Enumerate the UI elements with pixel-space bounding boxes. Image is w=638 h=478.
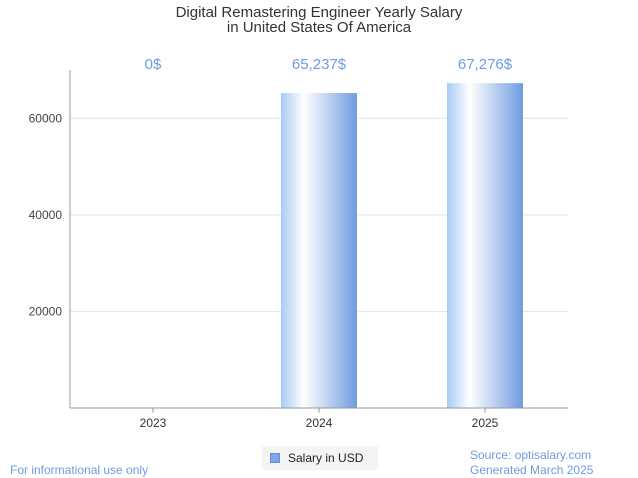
x-tick-label: 2025 — [472, 416, 499, 430]
bar-value-label: 65,237$ — [292, 56, 347, 73]
x-tick-label: 2023 — [140, 416, 167, 430]
bar — [281, 92, 357, 409]
footer-disclaimer: For informational use only — [10, 463, 149, 477]
footer-generated: Generated March 2025 — [470, 463, 594, 477]
bar-value-label: 0$ — [145, 56, 162, 73]
bar — [447, 83, 523, 409]
legend[interactable]: Salary in USD — [262, 446, 378, 470]
legend-label: Salary in USD — [288, 451, 364, 465]
bar-value-label: 67,276$ — [458, 56, 513, 73]
legend-swatch — [270, 453, 280, 463]
chart-title-line-2: in United States Of America — [226, 19, 412, 36]
footer-source: Source: optisalary.com — [470, 448, 592, 462]
chart-title-line-1: Digital Remastering Engineer Yearly Sala… — [175, 4, 463, 21]
y-tick-label: 20000 — [29, 304, 63, 318]
x-tick-label: 2024 — [306, 416, 333, 430]
y-tick-label: 60000 — [29, 111, 63, 125]
footer-source-block: Source: optisalary.com Generated March 2… — [470, 448, 593, 478]
y-tick-label: 40000 — [29, 208, 63, 222]
